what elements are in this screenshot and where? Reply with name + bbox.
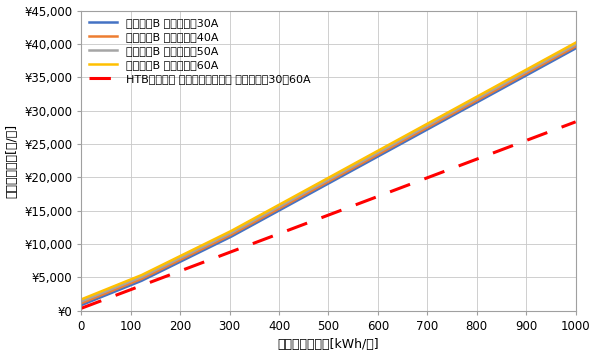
従量電灯B 契約容量：40A <box>77 301 85 305</box>
従量電灯B 契約容量：60A <box>515 72 522 76</box>
Line: 従量電灯B 契約容量：30A: 従量電灯B 契約容量：30A <box>81 49 576 305</box>
従量電灯B 契約容量：50A <box>515 74 522 78</box>
従量電灯B 契約容量：40A <box>548 57 555 62</box>
Line: 従量電灯B 契約容量：40A: 従量電灯B 契約容量：40A <box>81 46 576 303</box>
従量電灯B 契約容量：50A <box>548 56 555 60</box>
X-axis label: 月間電力使用量[kWh/月]: 月間電力使用量[kWh/月] <box>278 338 379 351</box>
従量電灯B 契約容量：30A <box>77 303 85 307</box>
HTBエナジー ベーシックプラン 契約容量：30～60A <box>463 161 470 165</box>
従量電灯B 契約容量：40A <box>515 76 522 80</box>
Line: 従量電灯B 契約容量：60A: 従量電灯B 契約容量：60A <box>81 43 576 300</box>
従量電灯B 契約容量：30A <box>548 60 555 64</box>
従量電灯B 契約容量：40A <box>178 257 185 261</box>
従量電灯B 契約容量：50A <box>77 299 85 303</box>
HTBエナジー ベーシックプラン 契約容量：30～60A <box>178 268 185 273</box>
従量電灯B 契約容量：50A <box>463 102 470 106</box>
従量電灯B 契約容量：60A <box>178 253 185 257</box>
従量電灯B 契約容量：40A <box>572 44 579 49</box>
従量電灯B 契約容量：50A <box>178 255 185 260</box>
従量電灯B 契約容量：60A <box>548 54 555 58</box>
従量電灯B 契約容量：30A <box>515 77 522 82</box>
Line: HTBエナジー ベーシックプラン 契約容量：30～60A: HTBエナジー ベーシックプラン 契約容量：30～60A <box>81 122 576 308</box>
HTBエナジー ベーシックプラン 契約容量：30～60A <box>548 129 555 133</box>
HTBエナジー ベーシックプラン 契約容量：30～60A <box>572 120 579 124</box>
従量電灯B 契約容量：40A <box>481 94 488 98</box>
従量電灯B 契約容量：60A <box>572 41 579 45</box>
従量電灯B 契約容量：50A <box>572 42 579 47</box>
従量電灯B 契約容量：60A <box>108 285 115 290</box>
従量電灯B 契約容量：60A <box>77 297 85 302</box>
従量電灯B 契約容量：60A <box>481 90 488 95</box>
従量電灯B 契約容量：40A <box>463 104 470 109</box>
Legend: 従量電灯B 契約容量：30A, 従量電灯B 契約容量：40A, 従量電灯B 契約容量：50A, 従量電灯B 契約容量：60A, HTBエナジー ベーシックプラン: 従量電灯B 契約容量：30A, 従量電灯B 契約容量：40A, 従量電灯B 契約… <box>85 14 315 88</box>
従量電灯B 契約容量：30A <box>572 46 579 51</box>
HTBエナジー ベーシックプラン 契約容量：30～60A <box>108 295 115 299</box>
従量電灯B 契約容量：40A <box>108 289 115 293</box>
HTBエナジー ベーシックプラン 契約容量：30～60A <box>77 306 85 311</box>
従量電灯B 契約容量：30A <box>463 106 470 110</box>
HTBエナジー ベーシックプラン 契約容量：30～60A <box>481 154 488 158</box>
HTBエナジー ベーシックプラン 契約容量：30～60A <box>515 141 522 146</box>
従量電灯B 契約容量：30A <box>108 291 115 295</box>
従量電灯B 契約容量：60A <box>463 100 470 105</box>
従量電灯B 契約容量：30A <box>481 96 488 100</box>
従量電灯B 契約容量：30A <box>178 259 185 263</box>
従量電灯B 契約容量：50A <box>481 92 488 96</box>
Y-axis label: 推定電気料金[円/月]: 推定電気料金[円/月] <box>5 124 18 198</box>
Line: 従量電灯B 契約容量：50A: 従量電灯B 契約容量：50A <box>81 45 576 301</box>
従量電灯B 契約容量：50A <box>108 287 115 291</box>
